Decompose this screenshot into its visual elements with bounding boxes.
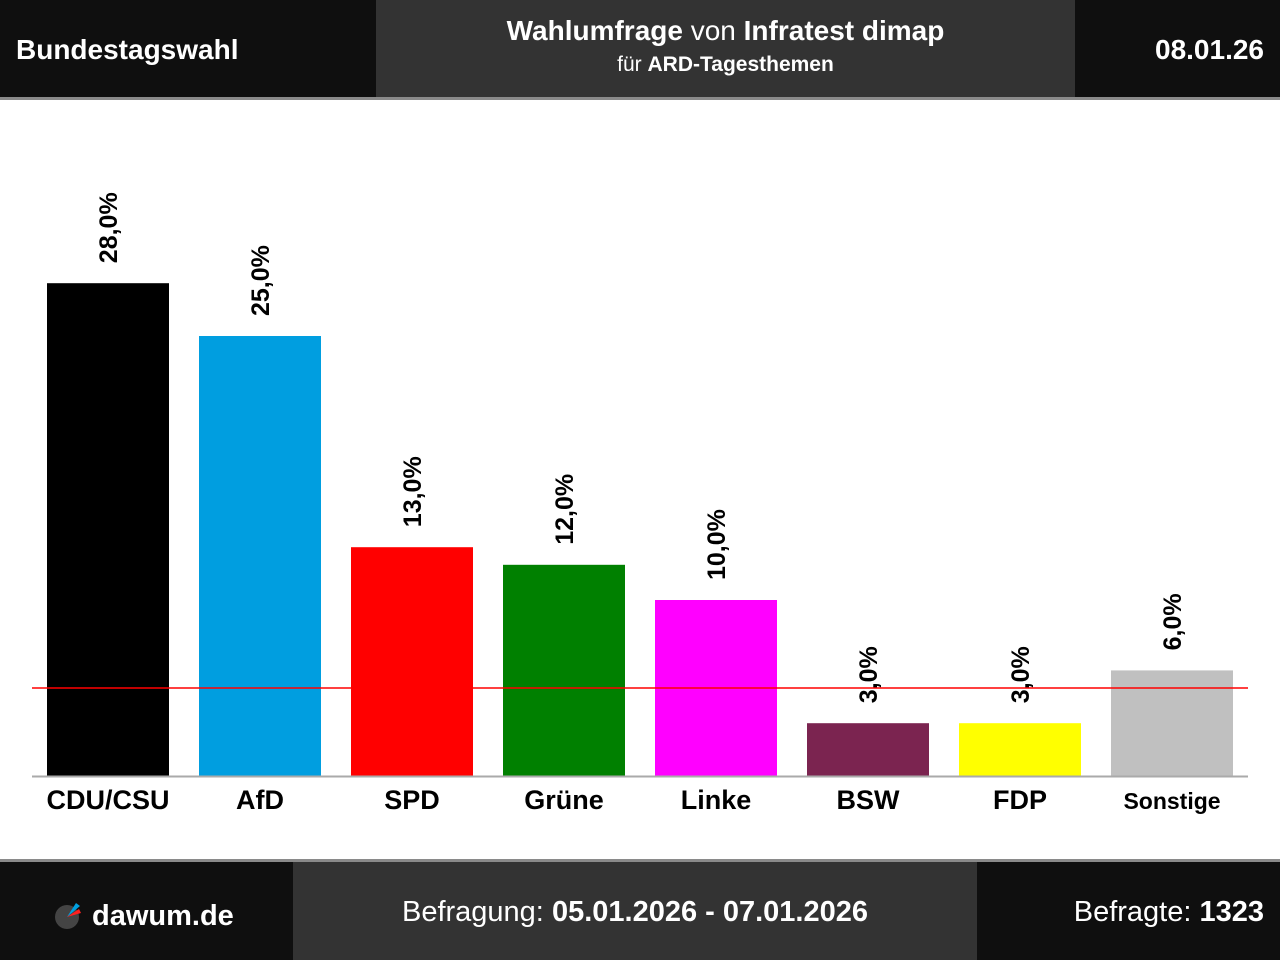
bar-afd xyxy=(199,336,321,776)
data-label: 13,0% xyxy=(399,456,427,527)
category-label: SPD xyxy=(384,785,440,815)
publish-date: 08.01.26 xyxy=(1155,34,1264,65)
header-right: 08.01.26 xyxy=(1075,0,1280,97)
header-center: Wahlumfrage von Infratest dimap für ARD-… xyxy=(376,0,1075,97)
bar-grne xyxy=(503,564,625,776)
data-label: 10,0% xyxy=(703,509,731,580)
header-left: Bundestagswahl xyxy=(0,0,376,97)
bar-cducsu xyxy=(47,283,169,776)
logo-text: dawum.de xyxy=(92,900,234,932)
poll-title: Wahlumfrage von Infratest dimap xyxy=(506,15,945,46)
bar-chart: 28,0% CDU/CSU 25,0% AfD 13,0% SPD 12,0% Grüne 10… xyxy=(32,192,1248,815)
dawum-logo-icon xyxy=(55,903,81,929)
category-label: AfD xyxy=(236,785,284,815)
election-title: Bundestagswahl xyxy=(16,34,239,65)
category-label: Sonstige xyxy=(1123,788,1220,814)
category-label: Linke xyxy=(681,785,752,815)
header: Bundestagswahl Wahlumfrage von Infratest… xyxy=(0,0,1280,100)
poll-subtitle: für ARD-Tagesthemen xyxy=(617,53,834,76)
bar-fdp xyxy=(959,723,1081,776)
survey-period: Befragung: 05.01.2026 - 07.01.2026 xyxy=(293,862,977,960)
category-label: Grüne xyxy=(524,785,604,815)
respondents: Befragte: 1323 xyxy=(977,862,1280,960)
bar-sonstige xyxy=(1111,670,1233,776)
data-label: 25,0% xyxy=(247,245,275,316)
data-label: 6,0% xyxy=(1159,593,1187,650)
data-label: 12,0% xyxy=(551,474,579,545)
footer: dawum.de Befragung: 05.01.2026 - 07.01.2… xyxy=(0,859,1280,960)
category-label: CDU/CSU xyxy=(46,785,169,815)
category-label: FDP xyxy=(993,785,1047,815)
footer-left: dawum.de xyxy=(0,862,293,960)
data-label: 28,0% xyxy=(95,192,123,263)
bar-bsw xyxy=(807,723,929,776)
bar-spd xyxy=(351,547,473,776)
data-label: 3,0% xyxy=(1007,646,1035,703)
category-label: BSW xyxy=(837,785,901,815)
data-label: 3,0% xyxy=(855,646,883,703)
